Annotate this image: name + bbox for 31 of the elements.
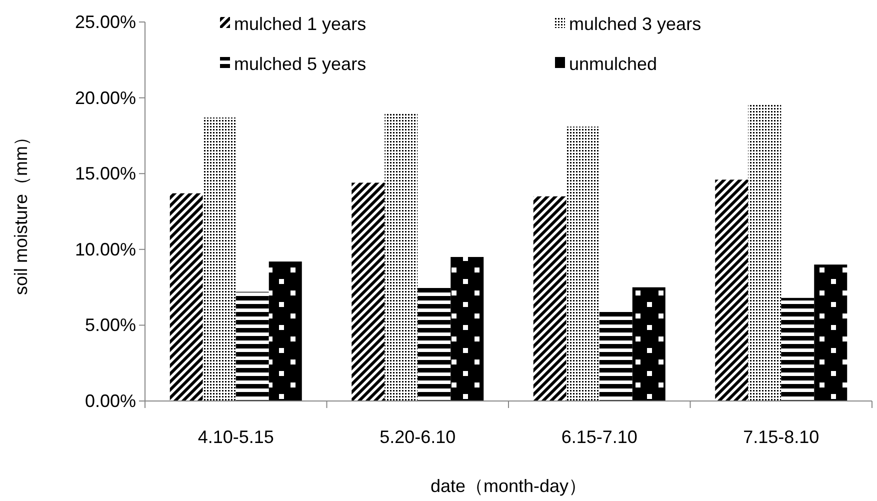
bar (814, 264, 848, 401)
legend-label: mulched 5 years (234, 54, 366, 74)
bar (202, 118, 236, 401)
legend-label: mulched 1 years (234, 14, 366, 34)
bar (268, 262, 302, 401)
bar (352, 182, 385, 401)
y-axis-title: soil moisture（mm） (11, 128, 31, 296)
y-tick-label: 20.00% (74, 88, 136, 108)
bar (566, 126, 600, 401)
bar (450, 256, 484, 401)
y-tick-label: 15.00% (74, 164, 136, 184)
bar (748, 104, 782, 401)
x-tick-label: 4.10-5.15 (198, 427, 274, 447)
y-tick-label: 0.00% (84, 391, 136, 411)
bar (781, 298, 814, 401)
bar (533, 196, 566, 401)
y-tick-label: 5.00% (84, 315, 136, 336)
y-tick-label: 25.00% (74, 12, 136, 32)
legend-label: mulched 3 years (569, 14, 702, 34)
x-tick-label: 5.20-6.10 (380, 427, 456, 447)
x-tick-label: 7.15-8.10 (743, 427, 820, 447)
bar (236, 292, 269, 401)
bar (170, 193, 203, 401)
bar (632, 287, 666, 401)
y-tick-label: 10.00% (74, 239, 136, 260)
bar (384, 112, 418, 401)
legend-label: unmulched (569, 54, 658, 74)
bar (418, 287, 451, 401)
x-tick-label: 6.15-7.10 (561, 427, 638, 447)
x-axis-title: date（month-day） (430, 476, 587, 496)
bar (715, 180, 748, 401)
